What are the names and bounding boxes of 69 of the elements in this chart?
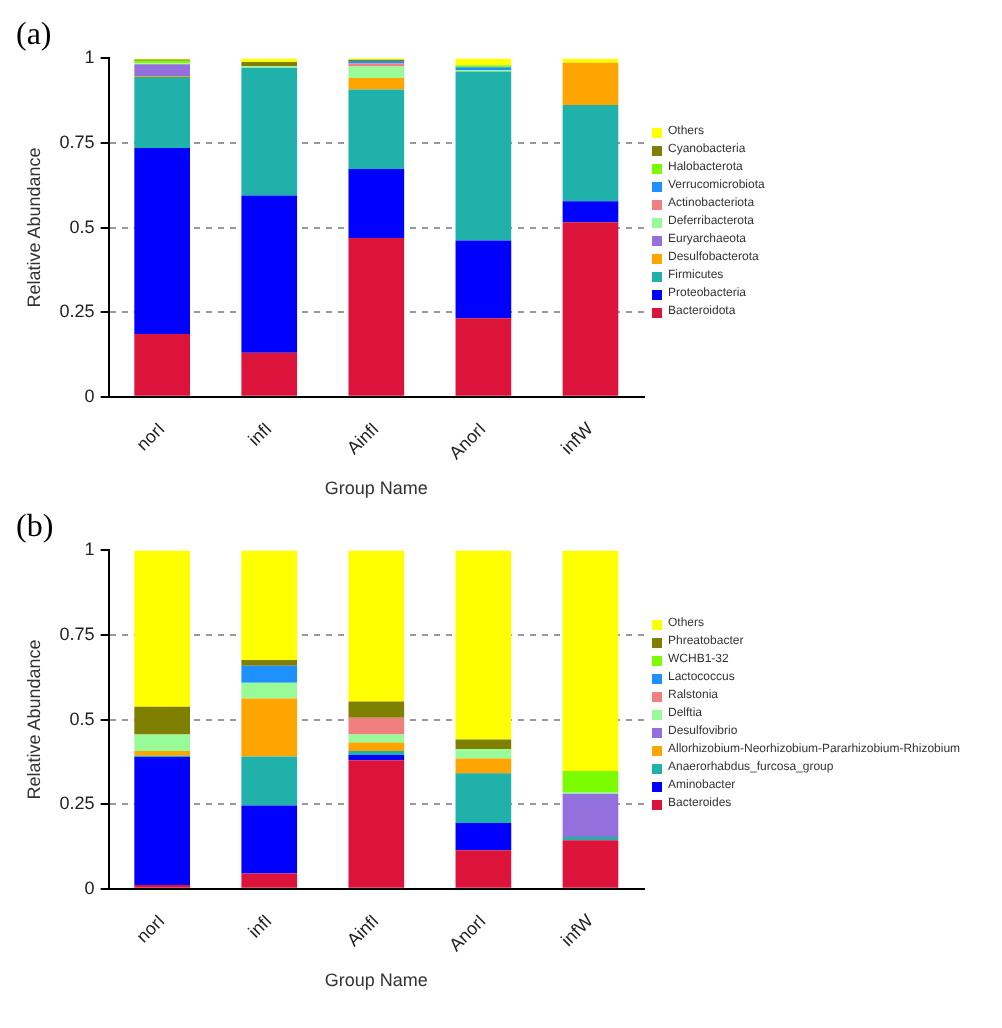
y-tick-label: 0.75 <box>59 131 95 152</box>
bar <box>562 550 619 771</box>
bar <box>348 742 405 752</box>
bar <box>455 739 512 750</box>
y-tick-label: 0.5 <box>69 708 95 729</box>
bar <box>455 758 512 774</box>
x-tick-label: norI <box>132 418 169 455</box>
bar <box>134 64 191 76</box>
x-tick-label: norI <box>132 910 169 947</box>
bar <box>348 760 405 888</box>
bar <box>562 770 619 792</box>
bar <box>241 660 298 666</box>
bar <box>348 169 405 239</box>
bar <box>562 105 619 202</box>
y-tick-label: 0.25 <box>59 793 95 814</box>
bar <box>134 550 191 707</box>
bar <box>134 148 191 335</box>
bar <box>241 665 298 683</box>
bar <box>241 873 298 888</box>
bar <box>348 78 405 90</box>
y-tick-label: 0.75 <box>59 623 95 644</box>
bar <box>455 240 512 319</box>
y-axis-title: Relative Abundance <box>23 147 44 308</box>
bar <box>241 805 298 874</box>
bar <box>241 698 298 757</box>
bar <box>241 195 298 353</box>
bar <box>348 89 405 170</box>
bar <box>455 850 512 888</box>
bar <box>455 318 512 396</box>
bar <box>348 66 405 79</box>
chart-title: (a) <box>16 17 52 52</box>
bar <box>134 734 191 752</box>
bar <box>241 756 298 806</box>
bar <box>241 67 298 196</box>
bar <box>562 62 619 106</box>
y-tick-label: 0 <box>84 385 95 406</box>
bar <box>134 757 191 885</box>
bar <box>134 334 191 396</box>
bar <box>348 550 405 702</box>
bar <box>455 550 512 740</box>
bar <box>348 717 405 735</box>
bar <box>241 682 298 699</box>
bar <box>348 701 405 718</box>
bar <box>348 734 405 743</box>
bar <box>134 77 191 149</box>
y-tick-label: 1 <box>84 539 95 560</box>
bar <box>455 749 512 759</box>
bar <box>455 71 512 241</box>
x-tick-label: infI <box>244 418 276 450</box>
chart-title: (b) <box>16 509 54 544</box>
bar <box>455 823 512 851</box>
x-axis-title: Group Name <box>324 478 428 499</box>
bar <box>562 222 619 396</box>
bar <box>562 201 619 223</box>
x-axis-title: Group Name <box>324 970 428 991</box>
y-tick-label: 1 <box>84 47 95 68</box>
bar <box>562 840 619 888</box>
x-tick-label: infI <box>244 910 276 942</box>
bar <box>241 352 298 396</box>
bar <box>562 793 619 837</box>
bar <box>455 773 512 824</box>
y-tick-label: 0 <box>84 877 95 898</box>
bar <box>241 550 298 661</box>
y-axis-title: Relative Abundance <box>23 639 44 800</box>
y-tick-label: 0.5 <box>69 216 95 237</box>
bar <box>348 238 405 396</box>
bar <box>134 706 191 735</box>
bar <box>348 755 405 761</box>
y-tick-label: 0.25 <box>59 301 95 322</box>
